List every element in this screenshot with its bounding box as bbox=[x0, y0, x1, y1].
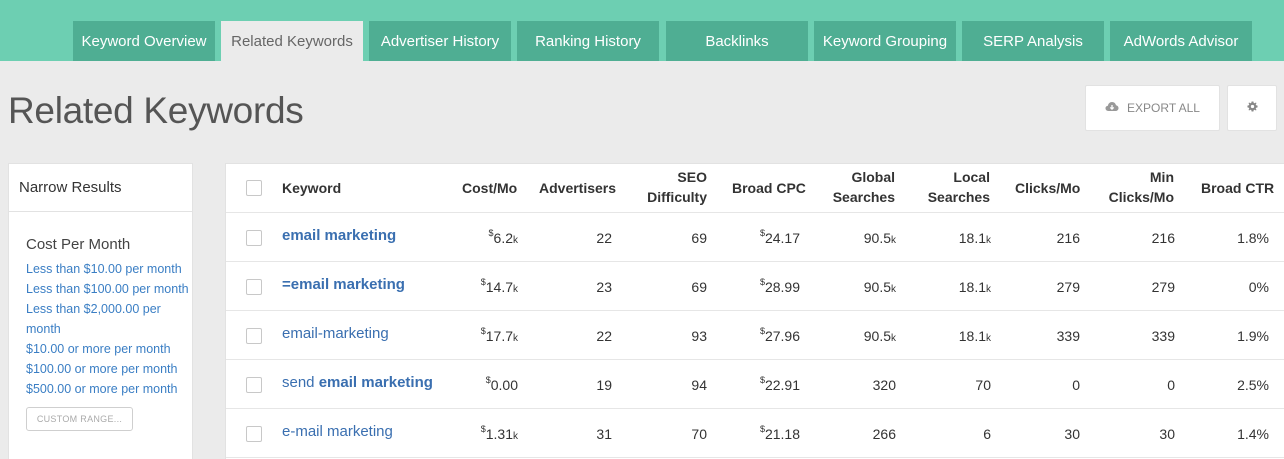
advertisers-cell: 22 bbox=[596, 230, 612, 246]
table-row: e-mail marketing $1.31k 31 70 $21.18 266 6 30 30… bbox=[226, 409, 1284, 458]
top-nav-bar: Keyword Overview Related Keywords Advert… bbox=[0, 0, 1284, 61]
min-clicks-mo-cell: 0 bbox=[1167, 377, 1175, 393]
clicks-mo-cell: 30 bbox=[1064, 426, 1080, 442]
table-row: email marketing $6.2k 22 69 $24.17 90.5k 18.1k… bbox=[226, 213, 1284, 262]
table-row: send email marketing $0.00 19 94 $22.91 320 70… bbox=[226, 360, 1284, 409]
filter-link[interactable]: $100.00 or more per month bbox=[26, 362, 178, 376]
cost-mo-cell: $17.7k bbox=[480, 326, 518, 344]
filter-link[interactable]: $10.00 or more per month bbox=[26, 342, 171, 356]
min-clicks-mo-cell: 30 bbox=[1159, 426, 1175, 442]
cost-filter-list: Less than $10.00 per month Less than $10… bbox=[26, 259, 191, 399]
broad-cpc-cell: $27.96 bbox=[759, 326, 800, 344]
global-searches-cell: 266 bbox=[872, 426, 896, 442]
advertisers-cell: 31 bbox=[596, 426, 612, 442]
seo-difficulty-cell: 94 bbox=[691, 377, 707, 393]
global-searches-cell: 320 bbox=[872, 377, 896, 393]
filter-link[interactable]: Less than $2,000.00 per month bbox=[26, 302, 161, 336]
cloud-download-icon bbox=[1105, 101, 1119, 115]
narrow-results-panel: Narrow Results Cost Per Month Less than … bbox=[8, 163, 193, 459]
global-searches-cell: 90.5k bbox=[863, 279, 896, 295]
col-broad-cpc[interactable]: Broad CPC bbox=[732, 180, 806, 196]
min-clicks-mo-cell: 216 bbox=[1151, 230, 1175, 246]
export-all-button[interactable]: EXPORT ALL bbox=[1085, 85, 1220, 131]
advertisers-cell: 19 bbox=[596, 377, 612, 393]
col-cost-mo[interactable]: Cost/Mo bbox=[462, 180, 518, 196]
local-searches-cell: 18.1k bbox=[958, 230, 991, 246]
export-all-label: EXPORT ALL bbox=[1127, 101, 1200, 115]
broad-ctr-cell: 1.9% bbox=[1237, 328, 1269, 344]
advertisers-cell: 23 bbox=[596, 279, 612, 295]
select-all-checkbox[interactable] bbox=[246, 180, 262, 196]
local-searches-cell: 18.1k bbox=[958, 328, 991, 344]
keyword-link[interactable]: email-marketing bbox=[282, 325, 389, 342]
gear-icon bbox=[1246, 99, 1258, 117]
filter-link[interactable]: Less than $100.00 per month bbox=[26, 282, 189, 296]
row-checkbox[interactable] bbox=[246, 279, 262, 295]
advertisers-cell: 22 bbox=[596, 328, 612, 344]
col-clicks-mo[interactable]: Clicks/Mo bbox=[1015, 180, 1081, 196]
tab-ranking-history[interactable]: Ranking History bbox=[517, 21, 659, 61]
narrow-results-heading: Narrow Results bbox=[9, 164, 192, 212]
local-searches-cell: 6 bbox=[983, 426, 991, 442]
filter-link[interactable]: $500.00 or more per month bbox=[26, 382, 178, 396]
table-row: email-marketing $17.7k 22 93 $27.96 90.5k 18.1… bbox=[226, 311, 1284, 360]
min-clicks-mo-cell: 279 bbox=[1151, 279, 1175, 295]
related-keywords-table: Keyword Cost/Mo Advertisers SEO Difficult… bbox=[225, 163, 1284, 459]
tab-keyword-overview[interactable]: Keyword Overview bbox=[73, 21, 215, 61]
page-title: Related Keywords bbox=[8, 90, 304, 131]
broad-ctr-cell: 2.5% bbox=[1237, 377, 1269, 393]
min-clicks-mo-cell: 339 bbox=[1151, 328, 1175, 344]
tab-advertiser-history[interactable]: Advertiser History bbox=[369, 21, 511, 61]
seo-difficulty-cell: 69 bbox=[691, 230, 707, 246]
tab-keyword-grouping[interactable]: Keyword Grouping bbox=[814, 21, 956, 61]
col-global-searches[interactable]: Global Searches bbox=[832, 169, 895, 205]
keyword-link[interactable]: send email marketing bbox=[282, 374, 433, 391]
col-min-clicks-mo[interactable]: Min Clicks/Mo bbox=[1108, 169, 1174, 205]
cost-mo-cell: $1.31k bbox=[480, 424, 518, 442]
global-searches-cell: 90.5k bbox=[863, 328, 896, 344]
tab-serp-analysis[interactable]: SERP Analysis bbox=[962, 21, 1104, 61]
tab-adwords-advisor[interactable]: AdWords Advisor bbox=[1110, 21, 1252, 61]
row-checkbox[interactable] bbox=[246, 426, 262, 442]
broad-ctr-cell: 0% bbox=[1248, 279, 1269, 295]
local-searches-cell: 70 bbox=[975, 377, 991, 393]
clicks-mo-cell: 0 bbox=[1072, 377, 1080, 393]
col-local-searches[interactable]: Local Searches bbox=[927, 169, 990, 205]
seo-difficulty-cell: 93 bbox=[691, 328, 707, 344]
tab-backlinks[interactable]: Backlinks bbox=[666, 21, 808, 61]
row-checkbox[interactable] bbox=[246, 377, 262, 393]
table-header-row: Keyword Cost/Mo Advertisers SEO Difficult… bbox=[226, 164, 1284, 213]
col-broad-ctr[interactable]: Broad CTR bbox=[1201, 180, 1275, 196]
keyword-link[interactable]: e-mail marketing bbox=[282, 423, 393, 440]
clicks-mo-cell: 339 bbox=[1056, 328, 1080, 344]
cost-per-month-title: Cost Per Month bbox=[26, 236, 131, 253]
col-advertisers[interactable]: Advertisers bbox=[539, 180, 617, 196]
cost-mo-cell: $6.2k bbox=[488, 228, 518, 246]
keyword-link[interactable]: email marketing bbox=[282, 227, 397, 244]
col-seo-difficulty[interactable]: SEO Difficulty bbox=[647, 169, 707, 205]
global-searches-cell: 90.5k bbox=[863, 230, 896, 246]
broad-cpc-cell: $22.91 bbox=[759, 375, 800, 393]
custom-range-button[interactable]: CUSTOM RANGE... bbox=[26, 407, 133, 431]
clicks-mo-cell: 279 bbox=[1056, 279, 1080, 295]
broad-cpc-cell: $21.18 bbox=[759, 424, 800, 442]
cost-mo-cell: $14.7k bbox=[480, 277, 518, 295]
row-checkbox[interactable] bbox=[246, 230, 262, 246]
broad-ctr-cell: 1.8% bbox=[1237, 230, 1269, 246]
local-searches-cell: 18.1k bbox=[958, 279, 991, 295]
col-keyword[interactable]: Keyword bbox=[282, 180, 342, 196]
cost-mo-cell: $0.00 bbox=[485, 375, 518, 393]
seo-difficulty-cell: 69 bbox=[691, 279, 707, 295]
broad-cpc-cell: $28.99 bbox=[759, 277, 800, 295]
clicks-mo-cell: 216 bbox=[1056, 230, 1080, 246]
broad-cpc-cell: $24.17 bbox=[759, 228, 800, 246]
keyword-link[interactable]: =email marketing bbox=[282, 276, 405, 293]
tab-related-keywords[interactable]: Related Keywords bbox=[221, 21, 363, 61]
table-row: =email marketing $14.7k 23 69 $28.99 90.5k 18.… bbox=[226, 262, 1284, 311]
broad-ctr-cell: 1.4% bbox=[1237, 426, 1269, 442]
seo-difficulty-cell: 70 bbox=[691, 426, 707, 442]
row-checkbox[interactable] bbox=[246, 328, 262, 344]
filter-link[interactable]: Less than $10.00 per month bbox=[26, 262, 182, 276]
settings-button[interactable] bbox=[1227, 85, 1277, 131]
